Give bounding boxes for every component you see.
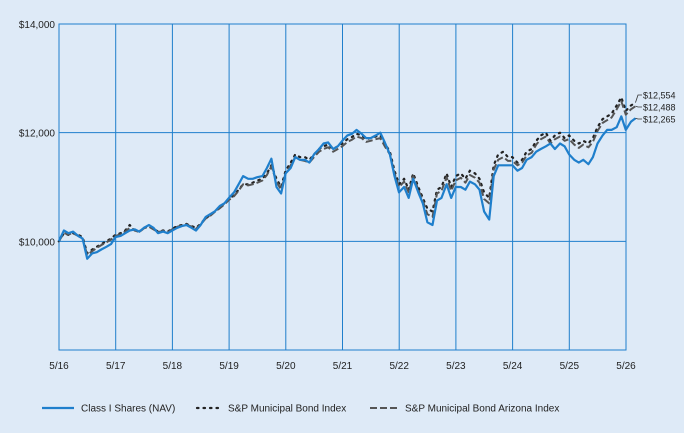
axes: 5/16 5/17 5/18 5/19 5/20 5/21 5/22 5/23 5/24 5/25… [19,20,636,372]
end-label: $12,488 [643,103,676,113]
x-tick-label: 5/22 [389,361,409,372]
x-tick-label: 5/17 [106,361,126,372]
x-tick-label: 5/24 [503,361,523,372]
x-tick-label: 5/19 [219,361,239,372]
legend-label: Class I Shares (NAV) [81,404,175,415]
x-tick-label: 5/18 [163,361,183,372]
x-tick-label: 5/21 [333,361,353,372]
x-tick-label: 5/20 [276,361,296,372]
x-tick-label: 5/25 [560,361,580,372]
end-label: $12,554 [643,91,676,101]
y-tick-label: $12,000 [19,129,56,140]
y-tick-label: $10,000 [19,237,56,248]
y-tick-label: $14,000 [19,20,56,31]
series-line-1 [57,96,637,255]
x-tick-label: 5/26 [616,361,636,372]
legend-label: S&P Municipal Bond Index [228,404,346,415]
end-labels: $12,554 $12,488 $12,265 [635,91,676,125]
end-label-leader [635,117,642,120]
legend: Class I Shares (NAV) S&P Municipal Bond I… [42,404,559,415]
x-tick-label: 5/23 [446,361,466,372]
series-lines [57,96,637,260]
series-line-0 [57,115,637,260]
legend-label: S&P Municipal Bond Arizona Index [405,404,559,415]
end-label: $12,265 [643,115,676,125]
end-label-leader [635,94,642,103]
x-tick-label: 5/16 [49,361,69,372]
series-line-2 [57,100,637,256]
end-label-leader [635,105,642,108]
grid [58,23,627,351]
